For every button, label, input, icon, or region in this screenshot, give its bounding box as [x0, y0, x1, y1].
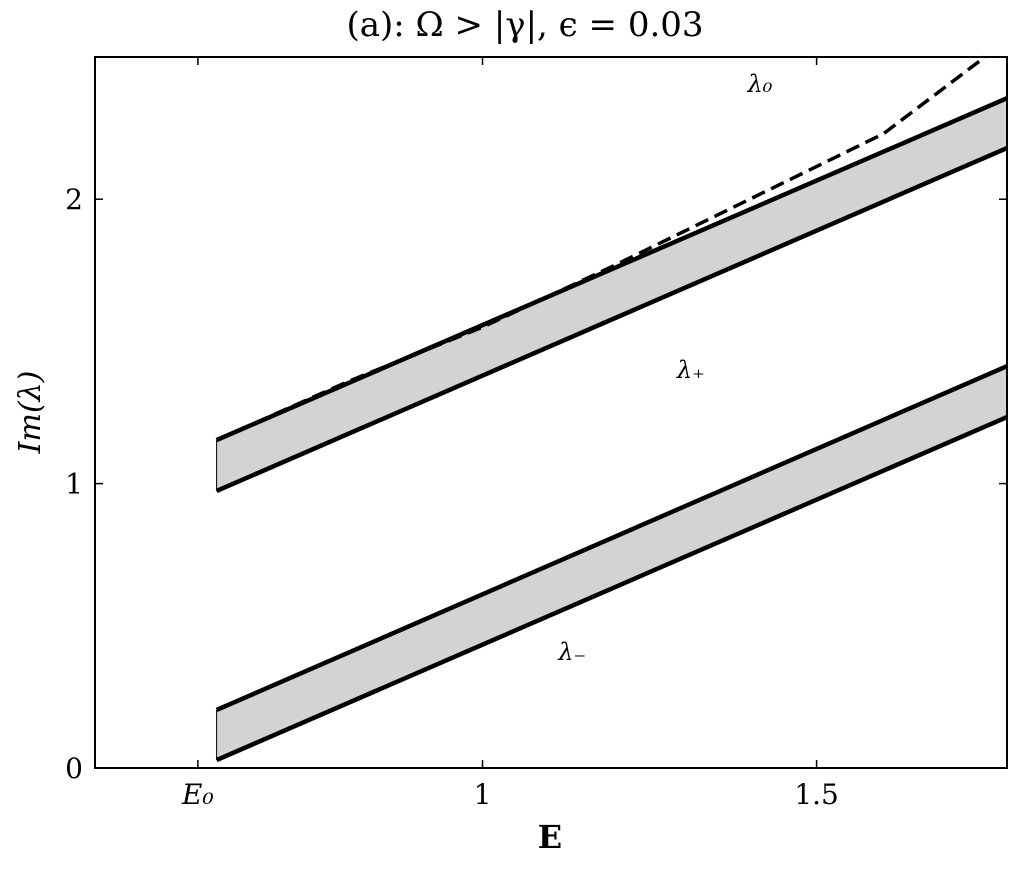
band-label: λ₋: [557, 638, 586, 666]
band-area: [216, 98, 1008, 491]
y-axis-label: Im(λ): [13, 371, 48, 455]
band-line: [215, 96, 1008, 443]
x-tick-label: 1.5: [794, 778, 839, 811]
band-area: [216, 366, 1008, 761]
series-label: λ₀: [747, 70, 773, 98]
y-tick-label: 2: [65, 183, 83, 216]
band-line: [215, 145, 1008, 494]
x-axis-label: E: [538, 818, 562, 856]
y-tick-label: 0: [65, 752, 83, 785]
band-line: [215, 414, 1008, 763]
series-line: [215, 55, 987, 442]
chart-title: (a): Ω > |γ|, ϵ = 0.03: [346, 5, 703, 45]
x-tick-label: 1: [474, 778, 492, 811]
band-label: λ₊: [676, 356, 705, 384]
x-tick-label: E₀: [181, 778, 214, 811]
y-tick-label: 1: [65, 468, 83, 501]
band-line: [215, 364, 1008, 713]
plot-frame: [94, 56, 1008, 769]
